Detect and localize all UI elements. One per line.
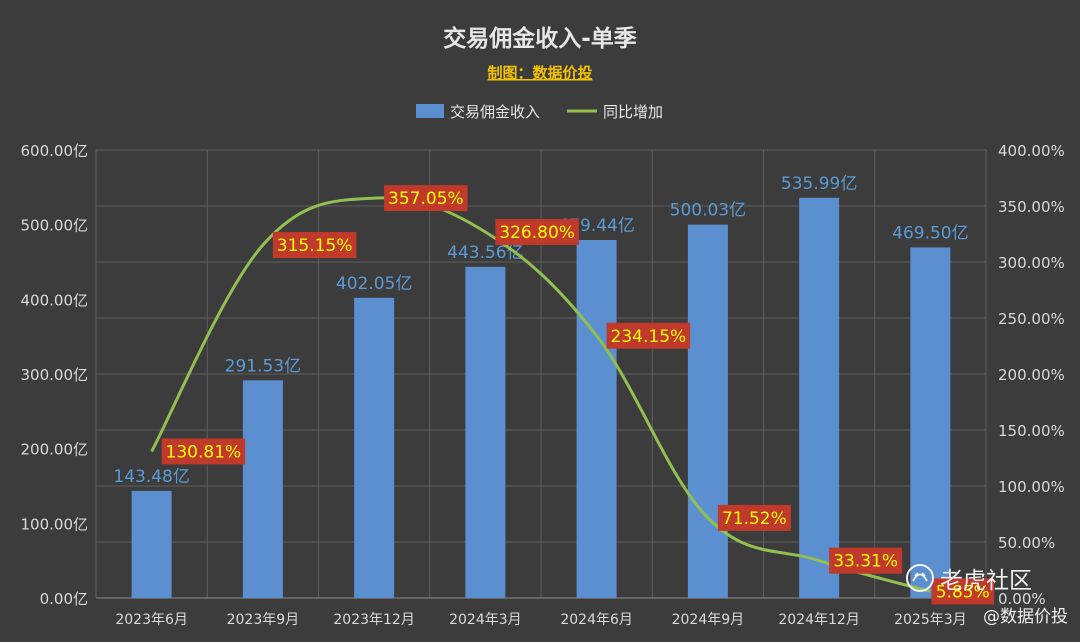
line-data-label-box [161, 438, 246, 465]
left-axis-tick-label: 600.00亿 [21, 142, 89, 160]
right-axis-tick-label: 0.00% [998, 590, 1046, 608]
left-axis-tick-label: 100.00亿 [21, 515, 89, 533]
legend-line-label: 同比增加 [603, 103, 663, 121]
line-data-label: 357.05% [384, 185, 468, 212]
line-data-label: 71.52% [717, 504, 791, 531]
legend-bar-label: 交易佣金收入 [450, 103, 540, 121]
x-axis-tick-label: 2024年3月 [449, 612, 522, 628]
right-axis-tick-label: 300.00% [998, 254, 1065, 272]
left-axis-tick-label: 200.00亿 [21, 441, 89, 459]
bar [576, 240, 617, 598]
x-axis-tick-label: 2024年6月 [560, 612, 633, 628]
bar [910, 247, 951, 598]
chart-subtitle: 制图：数据价投 [487, 64, 592, 82]
chart-title: 交易佣金收入-单季 [443, 25, 637, 52]
bar [131, 490, 172, 598]
right-axis-tick-label: 200.00% [998, 366, 1065, 384]
line-data-label-box [717, 504, 791, 531]
right-axis-tick-label: 100.00% [998, 478, 1065, 496]
line-data-label-box [829, 547, 903, 574]
line-data-label-text: 234.15% [611, 327, 687, 347]
line-data-label-text: 5.85% [936, 582, 990, 602]
line-data-label-text: 130.81% [166, 442, 242, 462]
bar [799, 197, 840, 598]
x-axis-tick-label: 2023年12月 [333, 612, 414, 628]
line-data-label: 5.85% [931, 578, 994, 605]
left-y-axis: 0.00亿 100.00亿 200.00亿 300.00亿 400.00亿 500.00亿… [21, 142, 89, 608]
x-axis-tick-label: 2023年9月 [227, 612, 300, 628]
bar-data-label: 535.99亿 [781, 174, 857, 194]
right-axis-tick-label: 350.00% [998, 198, 1065, 216]
line-data-label-box [272, 232, 357, 259]
bar-series [131, 197, 951, 598]
line-data-label: 315.15% [272, 232, 357, 259]
line-data-label: 33.31% [829, 547, 903, 574]
line-data-label-box [495, 218, 579, 245]
watermark-handle: @数据价投 [983, 607, 1068, 627]
bar-data-label: 500.03亿 [670, 201, 746, 221]
line-data-label: 130.81% [161, 438, 246, 465]
bar-data-label: 291.53亿 [225, 356, 301, 376]
legend: 交易佣金收入 同比增加 [416, 103, 663, 121]
bar-data-labels: 143.48亿291.53亿402.05亿443.56亿479.44亿500.0… [113, 174, 968, 487]
line-data-label-box [384, 185, 468, 212]
line-data-label: 326.80% [495, 218, 579, 245]
gridlines [95, 149, 987, 599]
left-axis-tick-label: 300.00亿 [21, 366, 89, 384]
line-series [150, 196, 931, 593]
tiger-logo-icon [906, 564, 934, 592]
bar-data-label: 443.56亿 [447, 243, 523, 263]
line-data-label-text: 33.31% [833, 552, 898, 572]
right-axis-tick-label: 150.00% [998, 422, 1065, 440]
line-data-label-text: 357.05% [388, 189, 464, 209]
legend-bar-swatch [416, 104, 444, 118]
watermark: 老虎社区 @数据价投 [906, 564, 1068, 627]
bar-data-label: 469.50亿 [892, 223, 968, 243]
line-data-label: 234.15% [606, 322, 691, 349]
line-data-label-text: 71.52% [722, 509, 787, 529]
bar-data-label: 402.05亿 [336, 274, 412, 294]
left-axis-tick-label: 500.00亿 [21, 217, 89, 235]
bar [354, 297, 395, 598]
x-axis-tick-label: 2023年6月 [115, 612, 188, 628]
x-axis: 2023年6月 2023年9月 2023年12月 2024年3月 2024年6月 2024… [96, 597, 986, 628]
watermark-brand: 老虎社区 [940, 568, 1032, 594]
line-data-label-text: 315.15% [277, 236, 353, 256]
right-axis-tick-label: 400.00% [998, 142, 1065, 160]
growth-line [150, 196, 931, 593]
bar-data-label: 143.48亿 [113, 467, 189, 487]
right-y-axis: 0.00% 50.00% 100.00% 150.00% 200.00% 250.00% 3… [998, 142, 1065, 608]
bar [465, 266, 506, 598]
bar [687, 224, 728, 598]
x-axis-tick-label: 2024年9月 [672, 612, 745, 628]
bar [242, 380, 283, 598]
x-axis-tick-label: 2025年3月 [894, 612, 967, 628]
right-axis-tick-label: 50.00% [998, 534, 1055, 552]
line-data-label-box [606, 322, 691, 349]
x-axis-tick-label: 2024年12月 [778, 612, 859, 628]
line-data-labels: 130.81% 315.15% 357.05% 326.80% 234.15% 71.52… [161, 185, 994, 605]
line-data-label-box [931, 578, 994, 605]
left-axis-tick-label: 0.00亿 [40, 590, 88, 608]
left-axis-tick-label: 400.00亿 [21, 291, 89, 309]
line-data-label-text: 326.80% [499, 223, 575, 243]
right-axis-tick-label: 250.00% [998, 310, 1065, 328]
